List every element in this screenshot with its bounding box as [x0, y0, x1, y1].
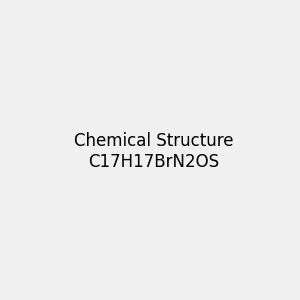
Text: Chemical Structure
C17H17BrN2OS: Chemical Structure C17H17BrN2OS [74, 132, 233, 171]
